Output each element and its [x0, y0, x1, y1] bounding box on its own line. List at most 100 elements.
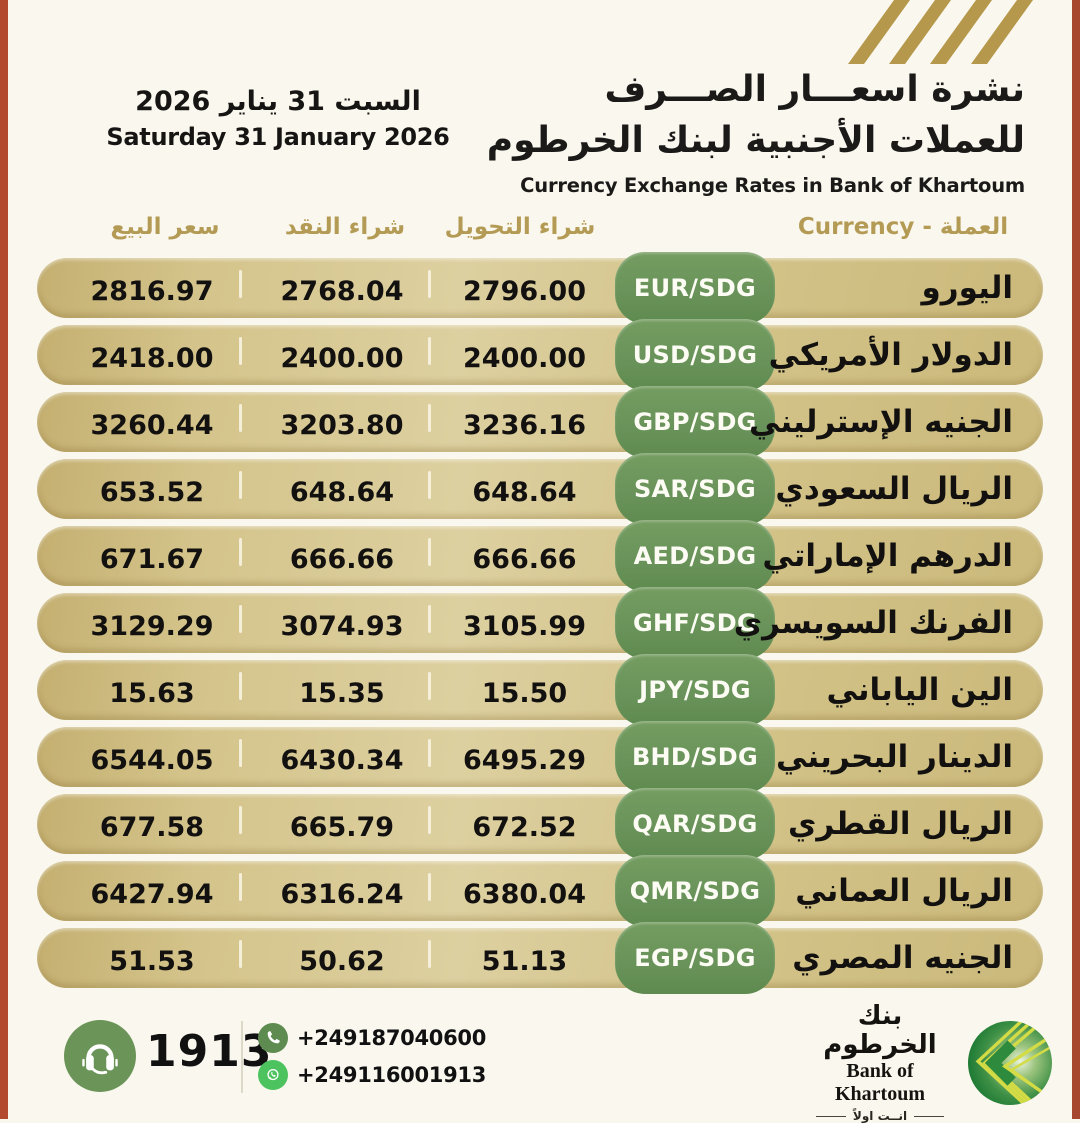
phone-contact-row: +249187040600 — [258, 1022, 486, 1053]
currency-name-arabic: الريال القطري — [788, 806, 1013, 842]
column-divider — [428, 337, 431, 365]
cash-buy-cell: 6430.34 — [280, 745, 404, 776]
transfer-buy-cell: 2796.00 — [463, 276, 586, 307]
footer-divider — [241, 1021, 243, 1093]
column-divider — [239, 940, 242, 968]
sell-price-cell: 51.53 — [109, 946, 195, 977]
transfer-buy-cell: 3105.99 — [463, 611, 586, 642]
sell-price-cell: 15.63 — [109, 678, 195, 709]
table-row: 677.58 665.79 672.52 QAR/SDG الريال القط… — [37, 788, 1043, 860]
sell-price-cell: 2816.97 — [90, 276, 214, 307]
left-edge-stripe — [0, 0, 8, 1119]
column-divider — [239, 404, 242, 432]
cash-buy-cell: 2768.04 — [280, 276, 404, 307]
currency-pair-badge: QMR/SDG — [615, 855, 775, 927]
currency-pair-badge: USD/SDG — [615, 319, 775, 391]
title-arabic-line1: نشرة اسعـــار الصـــرف — [604, 69, 1025, 110]
cash-buy-cell: 665.79 — [289, 812, 395, 843]
currency-pair-badge: JPY/SDG — [615, 654, 775, 726]
table-row: 6427.94 6316.24 6380.04 QMR/SDG الريال ا… — [37, 855, 1043, 927]
right-edge-stripe — [1072, 0, 1080, 1119]
sell-price-cell: 6544.05 — [90, 745, 214, 776]
date-block: السبت 31 يناير 2026 Saturday 31 January … — [88, 84, 468, 151]
bank-logo-text: بنك الخرطوم Bank of Khartoum انــت اولاً — [800, 1002, 960, 1123]
currency-pair-badge: BHD/SDG — [615, 721, 775, 793]
column-divider — [239, 337, 242, 365]
table-row: 6544.05 6430.34 6495.29 BHD/SDG الدينار … — [37, 721, 1043, 793]
column-divider — [239, 471, 242, 499]
column-divider — [239, 538, 242, 566]
currency-name-arabic: الجنيه المصري — [792, 940, 1013, 976]
transfer-buy-cell: 51.13 — [481, 946, 568, 977]
title-block: نشرة اسعـــار الصـــرف للعملات الأجنبية … — [487, 64, 1025, 197]
whatsapp-contact-row: +249116001913 — [258, 1059, 486, 1090]
bank-name-english: Bank of Khartoum — [835, 1060, 925, 1106]
bank-logo: بنك الخرطوم Bank of Khartoum انــت اولاً — [800, 1002, 1052, 1123]
currency-pair-badge: GBP/SDG — [615, 386, 775, 458]
contact-numbers: +249187040600 +249116001913 — [258, 1022, 486, 1090]
table-row: 3129.29 3074.93 3105.99 GHF/SDG الفرنك ا… — [37, 587, 1043, 659]
sell-price-cell: 3260.44 — [90, 410, 214, 441]
cash-buy-cell: 2400.00 — [280, 343, 404, 374]
transfer-buy-cell: 666.66 — [472, 544, 577, 575]
transfer-buy-cell: 6380.04 — [463, 879, 586, 910]
currency-pair-badge: QAR/SDG — [615, 788, 775, 860]
currency-pair-badge: AED/SDG — [615, 520, 775, 592]
currency-name-arabic: اليورو — [921, 270, 1013, 306]
column-divider — [428, 806, 431, 834]
column-divider — [428, 471, 431, 499]
headset-icon — [64, 1020, 136, 1092]
cash-buy-cell: 3074.93 — [280, 611, 404, 642]
hotline-number: 1913 — [146, 1026, 273, 1077]
table-row: 51.53 50.62 51.13 EGP/SDG الجنيه المصري — [37, 922, 1043, 994]
sell-price-cell: 3129.29 — [90, 611, 214, 642]
date-arabic: السبت 31 يناير 2026 — [135, 86, 421, 117]
currency-name-arabic: الريال العماني — [795, 873, 1013, 909]
column-divider — [428, 538, 431, 566]
table-column-headers: سعر البيع شراء النقد شراء التحويل العملة… — [0, 214, 1080, 250]
column-divider — [239, 806, 242, 834]
cash-buy-cell: 3203.80 — [280, 410, 404, 441]
sell-price-cell: 2418.00 — [90, 343, 214, 374]
table-row: 2816.97 2768.04 2796.00 EUR/SDG اليورو — [37, 252, 1043, 324]
phone-icon — [258, 1022, 288, 1053]
column-divider — [428, 873, 431, 901]
gold-stripes-icon — [848, 0, 1033, 64]
currency-name-arabic: الدولار الأمريكي — [768, 337, 1013, 373]
title-english: Currency Exchange Rates in Bank of Khart… — [520, 174, 1025, 198]
column-divider — [239, 605, 242, 633]
whatsapp-icon — [258, 1059, 288, 1090]
column-divider — [239, 270, 242, 298]
bank-name-arabic: بنك الخرطوم — [823, 1001, 937, 1060]
sell-price-cell: 653.52 — [99, 477, 205, 508]
transfer-buy-cell: 6495.29 — [463, 745, 586, 776]
bank-sphere-icon — [968, 1020, 1052, 1105]
currency-name-arabic: الريال السعودي — [775, 471, 1013, 507]
column-divider — [239, 873, 242, 901]
column-divider — [239, 739, 242, 767]
transfer-buy-cell: 2400.00 — [463, 343, 586, 374]
cash-buy-cell: 50.62 — [299, 946, 385, 977]
title-arabic: نشرة اسعـــار الصـــرف للعملات الأجنبية … — [487, 64, 1025, 166]
table-row: 15.63 15.35 15.50 JPY/SDG الين الياباني — [37, 654, 1043, 726]
table-row: 2418.00 2400.00 2400.00 USD/SDG الدولار … — [37, 319, 1043, 391]
transfer-buy-cell: 15.50 — [481, 678, 568, 709]
currency-pair-badge: GHF/SDG — [615, 587, 775, 659]
cash-buy-cell: 648.64 — [289, 477, 395, 508]
transfer-buy-cell: 3236.16 — [463, 410, 586, 441]
currency-pair-badge: EUR/SDG — [615, 252, 775, 324]
table-row: 653.52 648.64 648.64 SAR/SDG الريال السع… — [37, 453, 1043, 525]
bank-tagline: انــت اولاً — [800, 1109, 960, 1123]
column-header-cash-buy: شراء النقد — [284, 214, 406, 240]
sell-price-cell: 6427.94 — [90, 879, 214, 910]
column-divider — [428, 605, 431, 633]
column-divider — [428, 672, 431, 700]
currency-pair-badge: EGP/SDG — [615, 922, 775, 994]
column-divider — [239, 672, 242, 700]
currency-name-arabic: الفرنك السويسري — [733, 605, 1013, 641]
transfer-buy-cell: 672.52 — [472, 812, 577, 843]
currency-name-arabic: الدرهم الإماراتي — [762, 538, 1013, 574]
table-row: 3260.44 3203.80 3236.16 GBP/SDG الجنيه ا… — [37, 386, 1043, 458]
column-divider — [428, 404, 431, 432]
phone-number: +249187040600 — [297, 1025, 487, 1050]
